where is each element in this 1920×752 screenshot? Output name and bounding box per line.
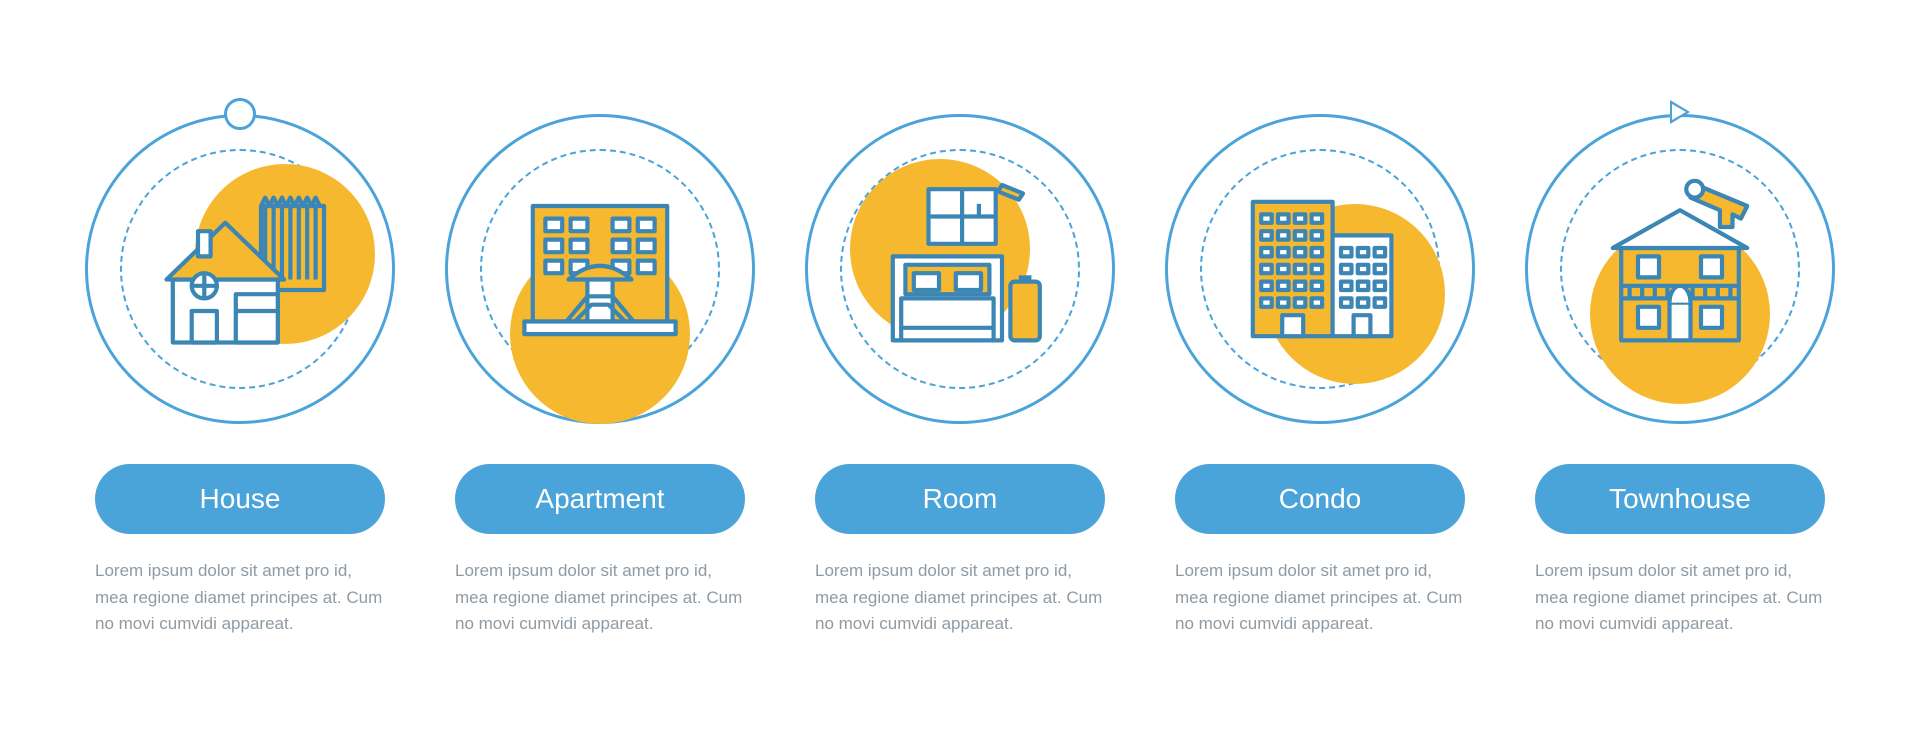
category-label-pill: House	[95, 464, 385, 534]
category-description: Lorem ipsum dolor sit amet pro id, mea r…	[455, 558, 745, 637]
room-icon	[805, 114, 1115, 424]
property-type-infographic: House Lorem ipsum dolor sit amet pro id, …	[5, 114, 1915, 637]
category-description: Lorem ipsum dolor sit amet pro id, mea r…	[95, 558, 385, 637]
category-label-pill: Apartment	[455, 464, 745, 534]
house-icon	[85, 114, 395, 424]
infographic-item-apartment: Apartment Lorem ipsum dolor sit amet pro …	[445, 114, 755, 637]
start-marker-icon	[224, 98, 256, 130]
circle-container	[85, 114, 395, 424]
condo-icon	[1165, 114, 1475, 424]
infographic-item-room: Room Lorem ipsum dolor sit amet pro id, m…	[805, 114, 1115, 637]
category-label-pill: Townhouse	[1535, 464, 1825, 534]
category-label-pill: Condo	[1175, 464, 1465, 534]
category-description: Lorem ipsum dolor sit amet pro id, mea r…	[1175, 558, 1465, 637]
infographic-item-townhouse: Townhouse Lorem ipsum dolor sit amet pro …	[1525, 114, 1835, 637]
apartment-icon	[445, 114, 755, 424]
category-description: Lorem ipsum dolor sit amet pro id, mea r…	[815, 558, 1105, 637]
category-label-pill: Room	[815, 464, 1105, 534]
townhouse-icon	[1525, 114, 1835, 424]
end-arrow-icon	[1670, 100, 1690, 124]
infographic-item-house: House Lorem ipsum dolor sit amet pro id, …	[85, 114, 395, 637]
circle-container	[1525, 114, 1835, 424]
infographic-item-condo: Condo Lorem ipsum dolor sit amet pro id, …	[1165, 114, 1475, 637]
circle-container	[805, 114, 1115, 424]
circle-container	[1165, 114, 1475, 424]
circle-container	[445, 114, 755, 424]
category-description: Lorem ipsum dolor sit amet pro id, mea r…	[1535, 558, 1825, 637]
